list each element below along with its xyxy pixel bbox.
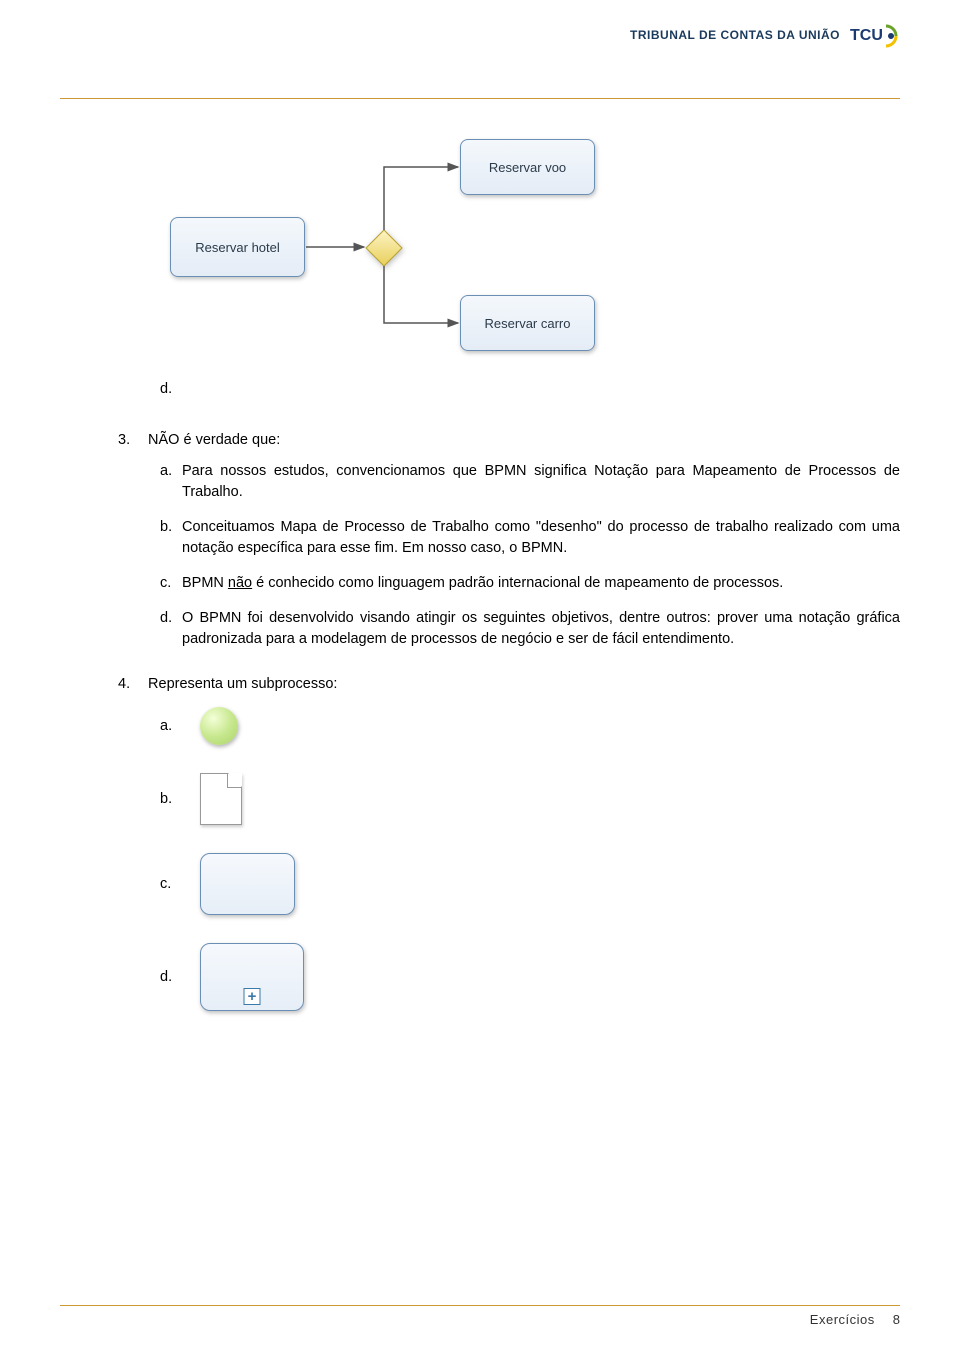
page-header: TRIBUNAL DE CONTAS DA UNIÃO TCU: [60, 20, 900, 60]
footer-page-number: 8: [893, 1312, 900, 1327]
document-icon: [200, 773, 242, 825]
bpmn-diagram: Reservar hotel Reservar voo Reservar car…: [170, 139, 900, 359]
parallel-gateway: [365, 229, 403, 267]
question-3: 3. NÃO é verdade que:: [118, 430, 900, 451]
org-name: TRIBUNAL DE CONTAS DA UNIÃO: [630, 28, 840, 42]
task-reservar-voo: Reservar voo: [460, 139, 595, 195]
document-fold: [227, 774, 241, 788]
option-text: Conceituamos Mapa de Processo de Trabalh…: [182, 517, 900, 559]
option-3c: c. BPMN não é conhecido como linguagem p…: [160, 573, 900, 594]
tcu-logo: TCU: [850, 20, 900, 50]
option-4d: d. +: [160, 943, 900, 1011]
logo-acronym-text: TCU: [850, 27, 883, 44]
prev-question-trailing-option: d.: [160, 379, 900, 400]
task-label: Reservar voo: [489, 160, 566, 175]
question-4: 4. Representa um subprocesso:: [118, 674, 900, 695]
option-3b: b. Conceituamos Mapa de Processo de Trab…: [160, 517, 900, 559]
question-3-options: a. Para nossos estudos, convencionamos q…: [160, 461, 900, 650]
footer-section-label: Exercícios: [810, 1312, 875, 1327]
option-letter: d.: [160, 967, 182, 988]
subprocess-icon: +: [200, 943, 304, 1011]
task-label: Reservar hotel: [195, 240, 280, 255]
question-number: 4.: [118, 674, 144, 695]
header-rule: [60, 98, 900, 99]
content-body: d. 3. NÃO é verdade que: a. Para nossos …: [60, 379, 900, 1011]
option-text: BPMN não é conhecido como linguagem padr…: [182, 573, 900, 594]
option-3a: a. Para nossos estudos, convencionamos q…: [160, 461, 900, 503]
start-event-icon: [200, 707, 238, 745]
option-letter: d.: [160, 608, 182, 650]
option-letter: a.: [160, 716, 182, 737]
task-label: Reservar carro: [485, 316, 571, 331]
question-4-options: a. b. c. d. +: [160, 707, 900, 1011]
option-text-suffix: é conhecido como linguagem padrão intern…: [252, 575, 783, 591]
option-letter: a.: [160, 461, 182, 503]
task-reservar-carro: Reservar carro: [460, 295, 595, 351]
option-text-underlined: não: [228, 575, 252, 591]
question-prompt: Representa um subprocesso:: [148, 676, 337, 692]
option-letter: c.: [160, 573, 182, 594]
footer-rule: [60, 1305, 900, 1306]
option-4a: a.: [160, 707, 900, 745]
question-prompt: NÃO é verdade que:: [148, 432, 280, 448]
option-letter: c.: [160, 874, 182, 895]
task-reservar-hotel: Reservar hotel: [170, 217, 305, 277]
option-text: O BPMN foi desenvolvido visando atingir …: [182, 608, 900, 650]
option-letter: b.: [160, 789, 182, 810]
option-letter: b.: [160, 517, 182, 559]
option-4c: c.: [160, 853, 900, 915]
page-footer: Exercícios 8: [60, 1305, 900, 1327]
option-text: Para nossos estudos, convencionamos que …: [182, 461, 900, 503]
question-number: 3.: [118, 430, 144, 451]
option-text-prefix: BPMN: [182, 575, 228, 591]
option-4b: b.: [160, 773, 900, 825]
plus-marker-icon: +: [244, 988, 261, 1005]
option-3d: d. O BPMN foi desenvolvido visando ating…: [160, 608, 900, 650]
task-icon: [200, 853, 295, 915]
